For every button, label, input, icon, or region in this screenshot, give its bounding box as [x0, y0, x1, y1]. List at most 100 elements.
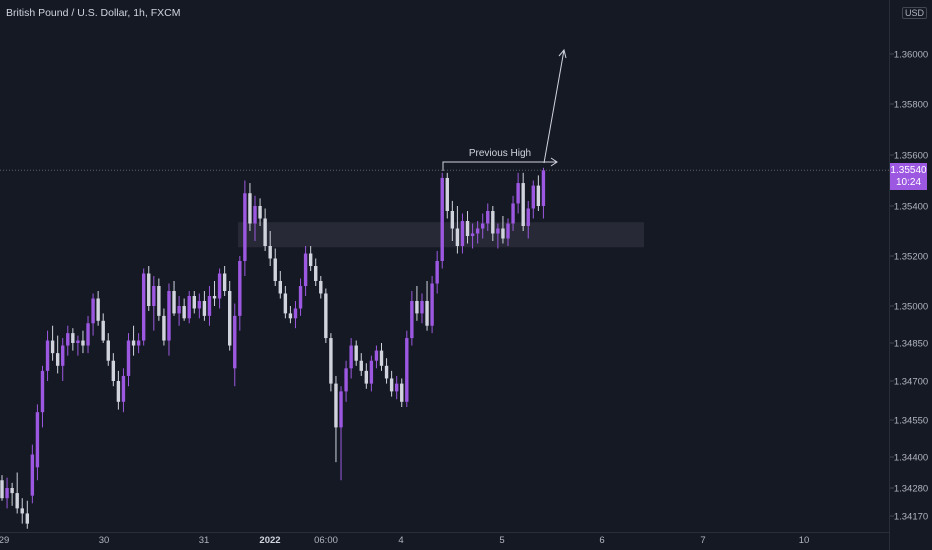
candle[interactable]	[526, 200, 530, 239]
candle[interactable]	[61, 338, 65, 381]
candle[interactable]	[192, 291, 196, 314]
candle[interactable]	[248, 183, 252, 231]
candle[interactable]	[450, 200, 455, 241]
candle[interactable]	[172, 281, 176, 316]
candle[interactable]	[45, 330, 50, 381]
candle[interactable]	[430, 276, 434, 334]
candle[interactable]	[141, 268, 146, 346]
currency-badge[interactable]: USD	[902, 7, 928, 19]
candle[interactable]	[324, 288, 328, 344]
candle[interactable]	[288, 306, 293, 324]
candle[interactable]	[455, 206, 460, 254]
candle[interactable]	[81, 330, 85, 354]
candle[interactable]	[460, 213, 465, 254]
candle[interactable]	[364, 363, 369, 389]
candle[interactable]	[329, 333, 333, 392]
candle[interactable]	[516, 172, 520, 214]
candle[interactable]	[258, 198, 262, 226]
candle[interactable]	[465, 211, 470, 244]
candle[interactable]	[511, 195, 515, 231]
candle[interactable]	[445, 172, 449, 219]
candle[interactable]	[273, 248, 277, 287]
candle[interactable]	[268, 231, 272, 266]
candle[interactable]	[349, 338, 353, 379]
candle[interactable]	[50, 325, 55, 361]
candle[interactable]	[374, 345, 379, 369]
candle[interactable]	[486, 203, 490, 231]
candle[interactable]	[308, 246, 313, 271]
candle[interactable]	[30, 444, 35, 504]
candle[interactable]	[238, 256, 242, 331]
candle[interactable]	[384, 358, 389, 384]
candle[interactable]	[496, 223, 500, 249]
candle[interactable]	[400, 378, 404, 407]
candle[interactable]	[55, 335, 60, 374]
candle[interactable]	[491, 206, 495, 241]
candle[interactable]	[531, 180, 535, 219]
candle[interactable]	[157, 278, 161, 321]
candle[interactable]	[536, 175, 541, 211]
candle[interactable]	[425, 281, 429, 331]
candle[interactable]	[35, 404, 40, 481]
candle[interactable]	[475, 221, 480, 244]
candle[interactable]	[405, 330, 409, 407]
candle[interactable]	[106, 333, 110, 366]
candle[interactable]	[202, 291, 207, 321]
candle[interactable]	[440, 172, 444, 269]
candle[interactable]	[263, 208, 267, 252]
candle[interactable]	[501, 216, 505, 244]
candle[interactable]	[481, 213, 485, 239]
candle[interactable]	[506, 218, 510, 247]
candle[interactable]	[197, 293, 202, 319]
candle[interactable]	[0, 475, 4, 501]
candle[interactable]	[298, 278, 303, 316]
candle[interactable]	[233, 303, 237, 387]
candle[interactable]	[541, 167, 546, 219]
candle[interactable]	[389, 370, 394, 397]
candle[interactable]	[66, 325, 70, 356]
candle[interactable]	[420, 293, 424, 324]
candle[interactable]	[5, 477, 9, 509]
candle[interactable]	[319, 276, 323, 299]
candle[interactable]	[167, 283, 171, 356]
candle[interactable]	[344, 360, 348, 402]
candle[interactable]	[228, 281, 232, 351]
candle[interactable]	[131, 325, 136, 356]
candle[interactable]	[126, 333, 131, 387]
candle[interactable]	[369, 355, 374, 392]
candle[interactable]	[435, 251, 439, 294]
candle[interactable]	[415, 286, 419, 321]
candle[interactable]	[20, 498, 24, 524]
candle[interactable]	[91, 293, 95, 336]
candle[interactable]	[314, 258, 318, 287]
price-axis[interactable]	[890, 0, 932, 550]
candle[interactable]	[293, 301, 298, 329]
candle[interactable]	[116, 370, 121, 410]
candle[interactable]	[521, 172, 525, 231]
candle[interactable]	[334, 375, 338, 463]
candle[interactable]	[222, 266, 227, 296]
candle[interactable]	[212, 281, 217, 306]
projection-arrow-line[interactable]	[543, 49, 565, 164]
candle[interactable]	[354, 340, 358, 366]
time-axis[interactable]	[0, 532, 890, 550]
candle[interactable]	[394, 375, 399, 400]
candle[interactable]	[25, 500, 29, 529]
candle[interactable]	[217, 268, 222, 309]
candle[interactable]	[136, 333, 141, 354]
candle[interactable]	[121, 368, 126, 413]
candle[interactable]	[76, 335, 80, 356]
candle[interactable]	[303, 246, 308, 296]
candle[interactable]	[207, 286, 212, 326]
candle[interactable]	[339, 386, 343, 481]
candle[interactable]	[359, 353, 363, 376]
candle[interactable]	[283, 286, 288, 319]
candle[interactable]	[96, 291, 100, 326]
candle[interactable]	[410, 291, 414, 346]
candle[interactable]	[253, 195, 257, 241]
candle[interactable]	[278, 271, 282, 299]
candle[interactable]	[86, 315, 90, 354]
candle[interactable]	[470, 223, 475, 249]
plot-background[interactable]	[0, 0, 890, 532]
